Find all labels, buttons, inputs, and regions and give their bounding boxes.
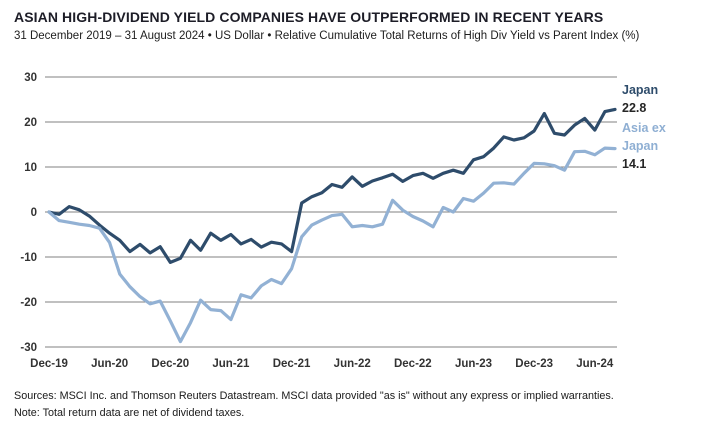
footer-notes: Sources: MSCI Inc. and Thomson Reuters D… [14,388,614,422]
x-axis-tick-label: Dec-22 [394,358,432,370]
x-axis-tick-label: Jun-21 [212,358,250,370]
y-axis-tick-label: -30 [20,342,37,354]
asia-ex-japan-series-line [47,146,617,344]
legend-asia-ex-japan-label-line2: Japan [622,139,659,153]
x-axis-tick-label: Jun-23 [455,358,492,370]
x-axis-tick-label: Jun-22 [334,358,371,370]
y-axis-tick-label: 0 [31,207,37,219]
legend-asia-ex-japan-label-line1: Asia ex [622,121,666,135]
x-axis-tick-label: Dec-23 [515,358,553,370]
y-axis-tick-label: -20 [20,297,37,309]
x-axis-tick-label: Dec-21 [273,358,311,370]
japan-series-line [47,107,617,264]
y-axis-tick-label: 10 [24,162,37,174]
y-axis-tick-label: 20 [24,117,37,129]
chart-svg: 30 20 10 0 -10 -20 -30 Dec-19 Jun-20 Dec-20 Jun-21… [20,72,617,370]
y-axis-tick-label: 30 [24,72,37,84]
footer-note-line: Note: Total return data are net of divid… [14,407,245,419]
x-axis-tick-label: Jun-24 [576,358,614,370]
x-axis-tick-label: Dec-19 [30,358,68,370]
y-axis-tick-label: -10 [20,252,37,264]
legend-asia-ex-japan-end-value: 14.1 [622,157,647,171]
page-subtitle: 31 December 2019 – 31 August 2024 • US D… [14,30,640,42]
footer-sources-line: Sources: MSCI Inc. and Thomson Reuters D… [14,390,614,402]
page-title: ASIAN HIGH-DIVIDEND YIELD COMPANIES HAVE… [14,9,604,25]
legend-japan-end-value: 22.8 [622,101,647,115]
x-axis-tick-label: Jun-20 [91,358,128,370]
x-axis-tick-label: Dec-20 [151,358,189,370]
legend-japan-label: Japan [622,83,659,97]
